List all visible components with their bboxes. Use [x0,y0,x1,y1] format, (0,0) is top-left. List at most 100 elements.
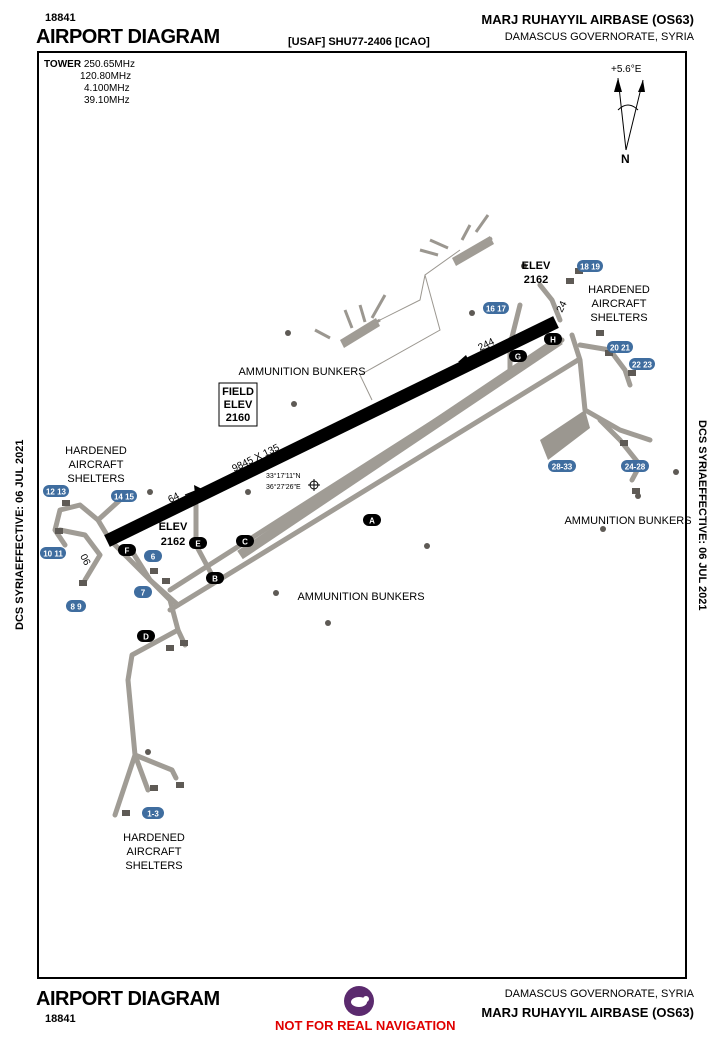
taxiway-labels: A B C D E F G H [118,333,562,642]
taxiway-label-h: H [544,333,562,345]
direction-arrow-icon [194,485,202,494]
aircraft-shelter-icons [55,268,640,816]
bunker-pad [452,236,494,266]
area-label: AIRCRAFT [592,298,647,310]
frequency: 250.65MHz [83,59,135,70]
runway-06-24 [104,316,559,547]
taxiway-label-c: C [236,535,254,547]
shelter-badge: 8 9 [66,600,86,612]
chart-number: 18841 [45,12,76,24]
footer-chart-number: 18841 [45,1013,76,1025]
svg-text:8 9: 8 9 [70,603,82,612]
svg-text:12 13: 12 13 [46,488,67,497]
shelter-badge: 18 19 [577,260,603,272]
runway-heading: 64 [166,491,181,506]
area-label: AMMUNITION BUNKERS [297,591,424,603]
area-label: SHELTERS [590,312,647,324]
field-elev-label: FIELD [222,386,254,398]
usaf-code: [USAF] SHU77-2406 [ICAO] [288,36,430,48]
shelter-badge: 12 13 [43,485,69,497]
taxiway-label-a: A [363,514,381,526]
tower-label: TOWER [44,59,82,70]
frequency-block: TOWER 250.65MHz 120.80MHz 4.100MHz 39.10… [44,59,135,107]
svg-text:10 11: 10 11 [43,550,63,559]
area-label: SHELTERS [67,473,124,485]
taxiway-network [52,282,653,818]
region: DAMASCUS GOVERNORATE, SYRIA [504,31,694,43]
svg-text:C: C [242,538,248,547]
svg-text:22 23: 22 23 [632,361,653,370]
svg-text:D: D [143,633,149,642]
shelter-badge: 6 [144,550,162,562]
svg-text:20 21: 20 21 [610,344,631,353]
diagram-frame [37,51,687,979]
frequency: 4.100MHz [84,83,130,94]
frequency: 120.80MHz [80,71,132,82]
taxiway-label-e: E [189,537,207,549]
runway-end-06: 06 [77,552,92,567]
magnetic-variation: +5.6°E [611,64,642,75]
north-label: N [621,152,630,166]
area-label: SHELTERS [125,860,182,872]
area-label: AMMUNITION BUNKERS [564,515,691,527]
svg-text:A: A [369,517,375,526]
runway-end-24: 24 [555,299,570,314]
compass-icon: +5.6°E N [611,64,645,166]
svg-text:24-28: 24-28 [625,463,646,472]
logo-icon [344,986,374,1016]
taxiway-label-b: B [206,572,224,584]
elevation-value: 2162 [161,536,185,548]
footer-base-name: MARJ RUHAYYIL AIRBASE (OS63) [481,1005,694,1020]
svg-text:1-3: 1-3 [147,810,159,819]
taxiway-label-f: F [118,544,136,556]
ammunition-bunker-icons [145,263,679,755]
shelter-badge: 10 11 [40,547,66,559]
elevation-label: ELEV [159,521,188,533]
shelter-badge: 14 15 [111,490,137,502]
base-name: MARJ RUHAYYIL AIRBASE (OS63) [481,12,694,27]
shelter-badge: 16 17 [483,302,509,314]
svg-text:7: 7 [141,589,146,598]
shelter-badge: 22 23 [629,358,655,370]
area-label: HARDENED [588,284,650,296]
service-roads [359,249,461,401]
shelter-badge: 28-33 [548,460,576,472]
parallel-taxiway [237,335,563,560]
taxiway-label-g: G [509,350,527,362]
bunker-pad [340,318,380,348]
direction-arrow-icon [458,355,470,363]
field-elev-value: 2160 [226,412,250,424]
svg-text:G: G [515,353,521,362]
elevation-value: 2162 [524,274,548,286]
shelter-badge: 1-3 [142,807,164,819]
footer-region: DAMASCUS GOVERNORATE, SYRIA [504,988,694,1000]
area-label: HARDENED [65,445,127,457]
svg-text:F: F [125,547,130,556]
shelter-badge: 20 21 [607,341,633,353]
footer-title: AIRPORT DIAGRAM [36,988,220,1010]
reference-point-icon [308,479,320,491]
svg-text:14 15: 14 15 [114,493,135,502]
svg-text:18 19: 18 19 [580,263,601,272]
svg-text:B: B [212,575,218,584]
taxiway-label-d: D [137,630,155,642]
area-label: HARDENED [123,832,185,844]
longitude: 36°27'26"E [266,483,301,491]
svg-text:28-33: 28-33 [552,463,573,472]
latitude: 33°17'11"N [266,472,301,480]
area-label: AIRCRAFT [127,846,182,858]
field-elevation-box [218,382,258,427]
frequency: 39.10MHz [84,95,130,106]
svg-text:16 17: 16 17 [486,305,507,314]
svg-text:E: E [195,540,201,549]
area-label: AIRCRAFT [69,459,124,471]
elevation-label: ELEV [522,260,551,272]
shelter-badge: 24-28 [621,460,649,472]
svg-text:H: H [550,336,556,345]
warning-text: NOT FOR REAL NAVIGATION [275,1018,456,1033]
field-elev-label: ELEV [224,399,253,411]
bunker-roads [314,214,493,344]
shelter-badge: 7 [134,586,152,598]
